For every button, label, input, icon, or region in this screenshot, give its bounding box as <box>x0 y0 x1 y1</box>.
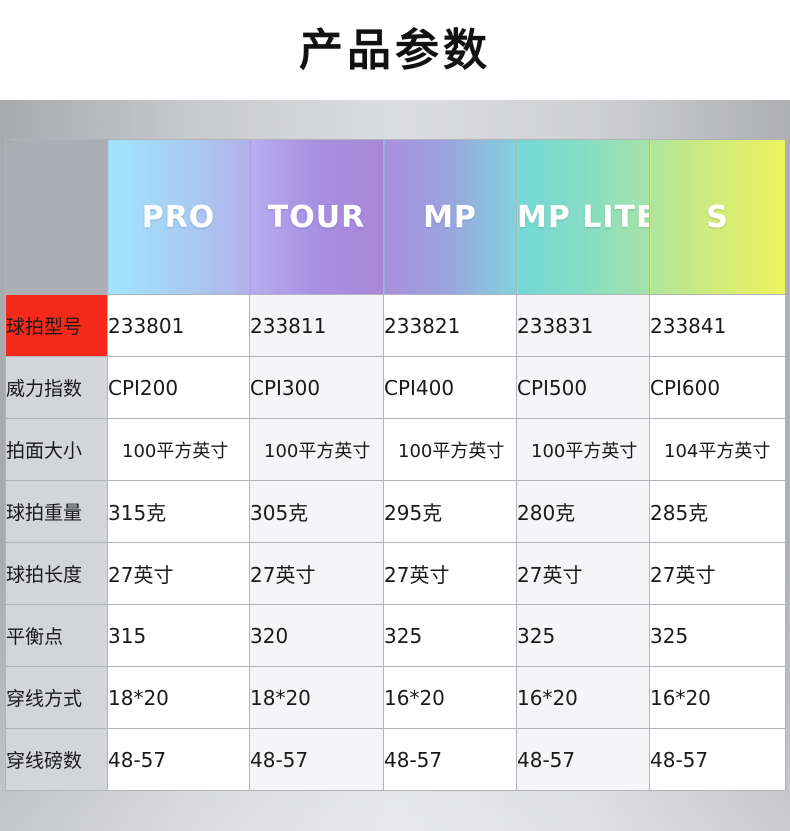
table-row: 威力指数 CPI200 CPI300 CPI400 CPI500 CPI600 <box>5 356 786 419</box>
table-row: 球拍长度 27英寸 27英寸 27英寸 27英寸 27英寸 <box>5 542 786 605</box>
table-cell: 100平方英寸 <box>107 418 250 481</box>
row-label: 球拍型号 <box>5 294 108 357</box>
table-cell: 27英寸 <box>649 542 786 605</box>
model-header: PRO <box>107 139 250 295</box>
table-cell: 325 <box>383 604 517 667</box>
table-row: 平衡点 315 320 325 325 325 <box>5 604 786 667</box>
model-header: MP LITE <box>516 139 650 295</box>
table-cell: CPI200 <box>107 356 250 419</box>
row-label: 威力指数 <box>5 356 108 419</box>
table-row: 球拍型号 233801 233811 233821 233831 233841 <box>5 294 786 357</box>
table-cell: 48-57 <box>516 728 650 791</box>
row-label: 穿线磅数 <box>5 728 108 791</box>
table-cell: CPI300 <box>249 356 384 419</box>
table-cell: 295克 <box>383 480 517 543</box>
table-cell: 27英寸 <box>107 542 250 605</box>
table-cell: 285克 <box>649 480 786 543</box>
table-cell: CPI500 <box>516 356 650 419</box>
table-cell: 16*20 <box>516 666 650 729</box>
table-cell: 325 <box>649 604 786 667</box>
table-cell: 233831 <box>516 294 650 357</box>
model-header: MP <box>383 139 517 295</box>
model-header: S <box>649 139 786 295</box>
table-row: 穿线方式 18*20 18*20 16*20 16*20 16*20 <box>5 666 786 729</box>
table-cell: 27英寸 <box>249 542 384 605</box>
row-label: 球拍长度 <box>5 542 108 605</box>
table-cell: 233801 <box>107 294 250 357</box>
table-cell: 16*20 <box>649 666 786 729</box>
table-cell: 233841 <box>649 294 786 357</box>
table-cell: CPI600 <box>649 356 786 419</box>
table-cell: 233811 <box>249 294 384 357</box>
row-label: 平衡点 <box>5 604 108 667</box>
table-row: 穿线磅数 48-57 48-57 48-57 48-57 48-57 <box>5 728 786 791</box>
table-cell: 18*20 <box>107 666 250 729</box>
row-label: 球拍重量 <box>5 480 108 543</box>
table-cell: 48-57 <box>249 728 384 791</box>
table-cell: 16*20 <box>383 666 517 729</box>
table-cell: CPI400 <box>383 356 517 419</box>
table-cell: 315克 <box>107 480 250 543</box>
table-cell: 104平方英寸 <box>649 418 786 481</box>
table-cell: 18*20 <box>249 666 384 729</box>
table-cell: 48-57 <box>649 728 786 791</box>
table-cell: 320 <box>249 604 384 667</box>
model-header: TOUR <box>249 139 384 295</box>
table-cell: 100平方英寸 <box>383 418 517 481</box>
table-row: 拍面大小 100平方英寸 100平方英寸 100平方英寸 100平方英寸 104… <box>5 418 786 481</box>
table-cell: 280克 <box>516 480 650 543</box>
page-title: 产品参数 <box>299 25 491 76</box>
title-area: 产品参数 <box>0 0 790 100</box>
table-row: 球拍重量 315克 305克 295克 280克 285克 <box>5 480 786 543</box>
table-cell: 100平方英寸 <box>249 418 384 481</box>
table-cell: 315 <box>107 604 250 667</box>
table-cell: 325 <box>516 604 650 667</box>
corner-cell <box>5 139 108 295</box>
table-cell: 48-57 <box>107 728 250 791</box>
row-label: 穿线方式 <box>5 666 108 729</box>
model-header-row: PRO TOUR MP MP LITE S <box>5 139 786 295</box>
table-cell: 305克 <box>249 480 384 543</box>
table-cell: 48-57 <box>383 728 517 791</box>
row-label: 拍面大小 <box>5 418 108 481</box>
spec-table: PRO TOUR MP MP LITE S 球拍型号 233801 233811… <box>5 139 786 791</box>
table-cell: 27英寸 <box>383 542 517 605</box>
table-cell: 27英寸 <box>516 542 650 605</box>
table-cell: 100平方英寸 <box>516 418 650 481</box>
table-cell: 233821 <box>383 294 517 357</box>
